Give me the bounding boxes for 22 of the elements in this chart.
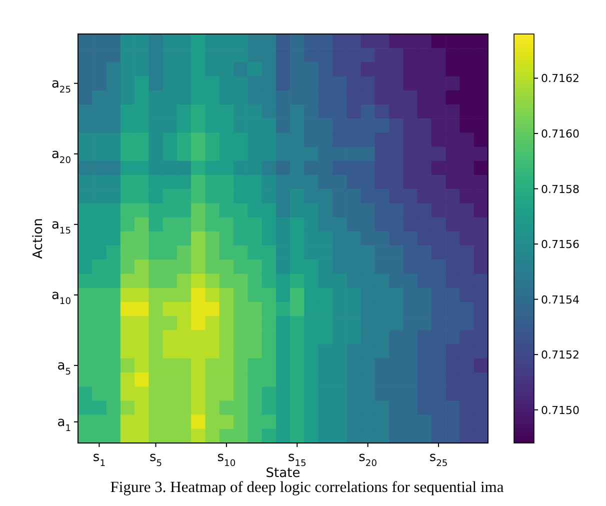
x-tick-label: s$_{10}$ bbox=[217, 450, 236, 469]
x-tick-label: s$_{5}$ bbox=[149, 450, 162, 469]
y-tick-label: a$_{15}$ bbox=[51, 217, 71, 236]
caption: Figure 3. Heatmap of deep logic correlations for sequential ima bbox=[110, 479, 504, 496]
y-tick-label: a$_{10}$ bbox=[51, 288, 72, 307]
x-tick-label: s$_{20}$ bbox=[358, 450, 378, 469]
color-bar-label: 0.7150 bbox=[541, 404, 580, 417]
x-tick-label: s$_{1}$ bbox=[92, 450, 106, 469]
color-bar-label: 0.7160 bbox=[541, 127, 580, 140]
color-bar-label: 0.7162 bbox=[541, 72, 580, 86]
y-axis-title: Action bbox=[31, 218, 46, 259]
color-bar-label: 0.7156 bbox=[541, 238, 580, 252]
y-tick-label: a$_{5}$ bbox=[57, 358, 71, 378]
color-bar-label: 0.7154 bbox=[541, 293, 580, 306]
x-tick-label: s$_{25}$ bbox=[429, 450, 448, 469]
x-tick-label: s$_{15}$ bbox=[288, 450, 306, 469]
x-axis-title: State bbox=[266, 466, 300, 481]
y-tick-label: a$_{1}$ bbox=[57, 414, 71, 434]
color-bar-label: 0.7152 bbox=[541, 348, 580, 362]
y-tick-label: a$_{25}$ bbox=[51, 76, 71, 96]
y-tick-label: a$_{20}$ bbox=[51, 146, 72, 166]
color-bar-label: 0.7158 bbox=[541, 182, 580, 196]
